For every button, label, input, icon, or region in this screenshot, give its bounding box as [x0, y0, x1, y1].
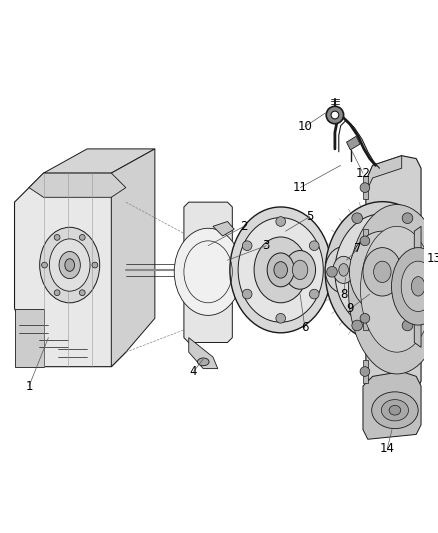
Circle shape: [352, 213, 363, 223]
Circle shape: [242, 241, 252, 251]
Ellipse shape: [333, 256, 354, 284]
Text: 11: 11: [293, 181, 307, 194]
Circle shape: [360, 313, 370, 323]
Ellipse shape: [267, 253, 294, 287]
Circle shape: [427, 266, 438, 277]
Text: 7: 7: [354, 242, 362, 255]
Ellipse shape: [325, 247, 362, 293]
Text: 5: 5: [306, 210, 314, 223]
Ellipse shape: [49, 239, 90, 291]
Text: 9: 9: [346, 302, 354, 315]
Ellipse shape: [40, 227, 100, 303]
Ellipse shape: [360, 227, 433, 352]
Circle shape: [327, 266, 337, 277]
Circle shape: [79, 235, 85, 240]
Ellipse shape: [381, 400, 409, 421]
Circle shape: [92, 262, 98, 268]
Text: 2: 2: [240, 220, 247, 233]
Ellipse shape: [349, 205, 438, 374]
Ellipse shape: [285, 251, 315, 289]
Circle shape: [54, 290, 60, 296]
Circle shape: [242, 289, 252, 299]
Ellipse shape: [374, 261, 391, 282]
Circle shape: [309, 289, 319, 299]
Ellipse shape: [198, 358, 209, 366]
Ellipse shape: [392, 248, 438, 325]
Polygon shape: [363, 306, 368, 330]
Circle shape: [360, 367, 370, 376]
Polygon shape: [184, 202, 232, 343]
Ellipse shape: [401, 261, 435, 311]
Ellipse shape: [254, 237, 307, 303]
Polygon shape: [346, 136, 360, 150]
Polygon shape: [366, 156, 402, 192]
Circle shape: [54, 235, 60, 240]
Text: 12: 12: [356, 167, 371, 180]
Text: 10: 10: [297, 120, 312, 133]
Polygon shape: [111, 149, 155, 367]
Text: 8: 8: [340, 288, 347, 301]
Circle shape: [360, 183, 370, 192]
Circle shape: [79, 290, 85, 296]
Ellipse shape: [65, 259, 74, 271]
Ellipse shape: [230, 207, 332, 333]
Ellipse shape: [174, 228, 242, 316]
Ellipse shape: [389, 406, 401, 415]
Ellipse shape: [325, 201, 438, 342]
Ellipse shape: [292, 260, 308, 280]
Circle shape: [428, 278, 438, 287]
Ellipse shape: [59, 252, 80, 279]
Text: 6: 6: [301, 321, 309, 335]
Polygon shape: [43, 149, 155, 173]
Polygon shape: [363, 372, 421, 439]
Circle shape: [331, 111, 339, 119]
Text: 3: 3: [262, 239, 270, 252]
Polygon shape: [363, 360, 368, 383]
Polygon shape: [414, 227, 421, 348]
Ellipse shape: [411, 277, 425, 296]
Ellipse shape: [350, 231, 415, 312]
Polygon shape: [213, 222, 234, 236]
Text: 4: 4: [190, 365, 198, 378]
Polygon shape: [14, 309, 43, 367]
Polygon shape: [14, 173, 126, 367]
Text: 1: 1: [25, 379, 33, 392]
Circle shape: [276, 216, 286, 227]
Polygon shape: [366, 156, 421, 395]
Text: 14: 14: [380, 442, 395, 456]
Circle shape: [352, 320, 363, 331]
Ellipse shape: [372, 392, 418, 429]
Ellipse shape: [335, 214, 430, 330]
Circle shape: [402, 320, 413, 331]
Polygon shape: [29, 173, 126, 197]
Circle shape: [360, 236, 370, 246]
Circle shape: [402, 213, 413, 223]
Ellipse shape: [238, 217, 323, 322]
Polygon shape: [363, 176, 368, 199]
Ellipse shape: [274, 262, 287, 278]
Polygon shape: [363, 229, 368, 253]
Circle shape: [309, 241, 319, 251]
Circle shape: [326, 106, 344, 124]
Circle shape: [276, 313, 286, 323]
Circle shape: [42, 262, 47, 268]
Ellipse shape: [339, 264, 349, 276]
Text: 13: 13: [426, 252, 438, 265]
Polygon shape: [189, 337, 218, 369]
Ellipse shape: [363, 248, 402, 296]
